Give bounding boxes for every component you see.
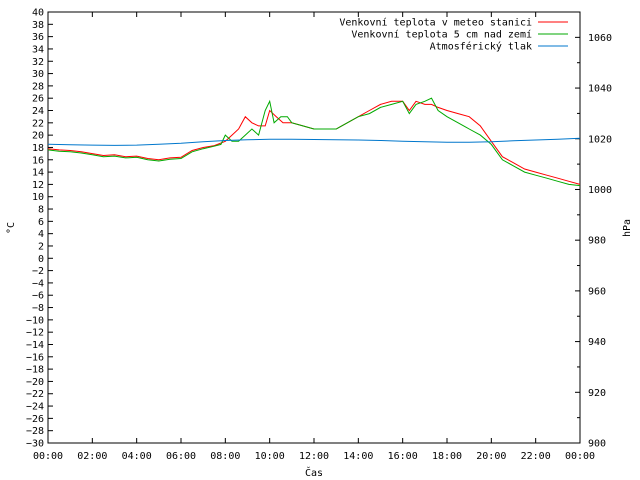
y-tick-label: 18 [32,143,44,154]
legend-label-1: Venkovní teplota v meteo stanici [339,17,532,29]
series-line-3 [47,137,581,146]
y2-axis-label: hPa [622,219,633,237]
y-tick-label: 22 [32,118,44,129]
y-tick-label: 12 [32,180,44,191]
x-tick-label: 16:00 [388,451,418,462]
y2-tick-label: 1040 [588,84,612,95]
y-tick-label: −26 [26,414,44,425]
ticks-layer: −30−28−26−24−22−20−18−16−14−12−10−8−6−4−… [26,8,612,463]
y-tick-label: −18 [26,365,44,376]
x-tick-label: 14:00 [343,451,373,462]
y-tick-label: 14 [32,168,44,179]
x-tick-label: 06:00 [166,451,196,462]
x-tick-label: 22:00 [521,451,551,462]
y-tick-label: 30 [32,69,44,80]
y-tick-label: 34 [32,44,44,55]
y-tick-label: −6 [32,291,44,302]
y-tick-label: 2 [38,241,44,252]
legend: Venkovní teplota v meteo staniciVenkovní… [339,17,568,53]
y-tick-label: 28 [32,81,44,92]
lines-layer [47,97,581,187]
plot-frame [47,11,581,444]
y-tick-label: 40 [32,8,44,19]
y2-tick-label: 1060 [588,33,612,44]
y-tick-label: −22 [26,389,44,400]
y-tick-label: −12 [26,328,44,339]
y-tick-label: −4 [32,278,44,289]
y2-tick-label: 980 [588,236,606,247]
legend-label-3: Atmosférický tlak [430,41,532,53]
y2-tick-label: 960 [588,286,606,297]
y-tick-label: 6 [38,217,44,228]
x-tick-label: 18:00 [432,451,462,462]
y-tick-label: −24 [26,402,44,413]
x-tick-label: 04:00 [122,451,152,462]
series-line-2 [47,97,581,187]
x-tick-label: 12:00 [299,451,329,462]
y-tick-label: 38 [32,20,44,31]
y-tick-label: 24 [32,106,44,117]
y-tick-label: 8 [38,205,44,216]
y-tick-label: 20 [32,131,44,142]
y-tick-label: −2 [32,266,44,277]
y-tick-label: 32 [32,57,44,68]
y-tick-label: −10 [26,315,44,326]
x-tick-label: 00:00 [565,451,595,462]
x-tick-label: 20:00 [476,451,506,462]
y2-tick-label: 1020 [588,134,612,145]
x-axis-label: Čas [305,466,323,479]
y-tick-label: 26 [32,94,44,105]
x-tick-label: 10:00 [255,451,285,462]
y-tick-label: −14 [26,340,44,351]
y-tick-label: −30 [26,439,44,450]
series-line-1 [47,100,581,185]
x-tick-label: 08:00 [210,451,240,462]
y-tick-label: 36 [32,32,44,43]
legend-label-2: Venkovní teplota 5 cm nad zemí [351,29,532,41]
x-tick-label: 02:00 [77,451,107,462]
y-tick-label: 0 [38,254,44,265]
x-tick-label: 00:00 [33,451,63,462]
y-tick-label: −28 [26,426,44,437]
y-tick-label: −16 [26,352,44,363]
y-tick-label: 10 [32,192,44,203]
y2-tick-label: 900 [588,439,606,450]
y-axis-label: °C [6,222,17,234]
y-tick-label: −20 [26,377,44,388]
y-tick-label: 16 [32,155,44,166]
y2-tick-label: 1000 [588,185,612,196]
y-tick-label: −8 [32,303,44,314]
y-tick-label: 4 [38,229,44,240]
y2-tick-label: 920 [588,388,606,399]
y2-tick-label: 940 [588,337,606,348]
